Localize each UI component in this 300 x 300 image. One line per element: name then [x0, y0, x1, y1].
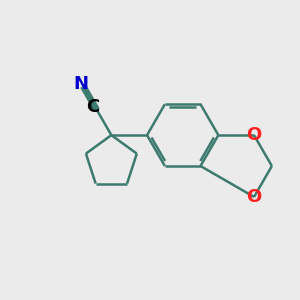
Text: N: N	[73, 75, 88, 93]
Text: O: O	[246, 126, 262, 144]
Text: O: O	[246, 188, 262, 206]
Text: C: C	[86, 98, 99, 116]
